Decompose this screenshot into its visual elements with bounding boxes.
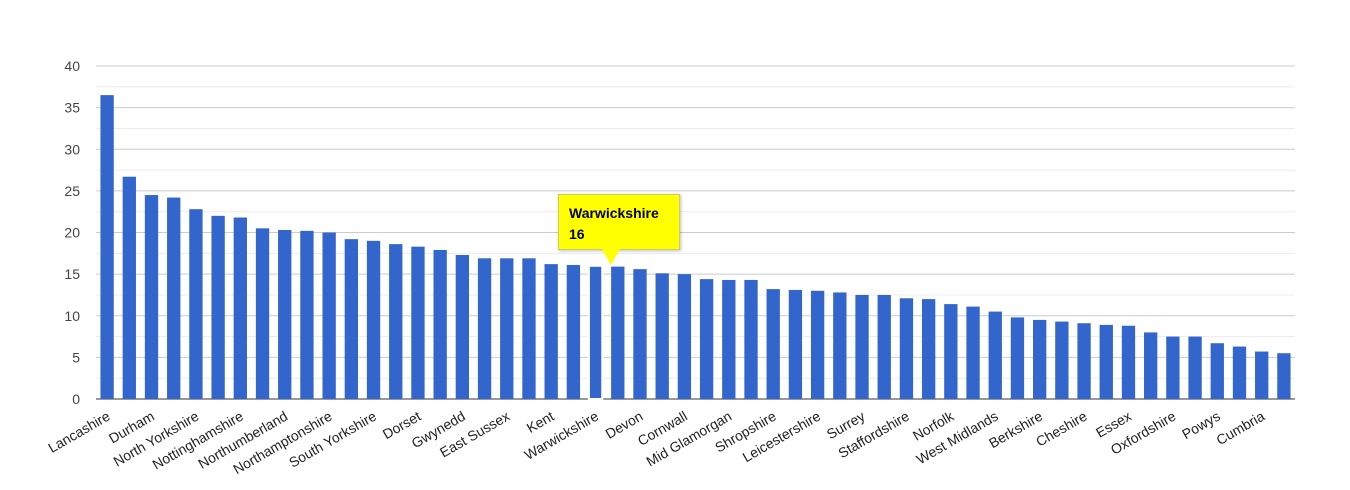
- y-axis-ticks: 0 5 10 15 20 25 30 35 40: [64, 58, 80, 407]
- y-tick-label: 35: [64, 100, 80, 116]
- bar[interactable]: [1232, 346, 1247, 399]
- bar[interactable]: [788, 289, 803, 399]
- bar[interactable]: [1188, 336, 1202, 399]
- bar[interactable]: [766, 289, 780, 399]
- bar[interactable]: [1032, 319, 1047, 399]
- y-tick-label: 20: [64, 225, 80, 241]
- x-category-label: Cumbria: [1213, 408, 1267, 448]
- y-tick-label: 0: [72, 391, 80, 407]
- bar[interactable]: [211, 215, 225, 399]
- bar[interactable]: [300, 230, 314, 399]
- bar[interactable]: [988, 311, 1002, 399]
- bar[interactable]: [833, 292, 847, 399]
- bar[interactable]: [1099, 324, 1113, 399]
- bar[interactable]: [1077, 323, 1091, 399]
- y-tick-label: 5: [72, 349, 80, 365]
- bar-highlighted[interactable]: [587, 264, 604, 400]
- bar[interactable]: [855, 294, 869, 399]
- bar[interactable]: [411, 246, 425, 399]
- bar[interactable]: [233, 217, 247, 399]
- bar[interactable]: [1010, 317, 1025, 399]
- bar[interactable]: [1210, 343, 1224, 399]
- bar[interactable]: [1277, 353, 1291, 399]
- y-tick-label: 15: [64, 266, 80, 282]
- bar[interactable]: [522, 258, 536, 399]
- bar[interactable]: [344, 239, 359, 399]
- tooltip-value: 16: [569, 226, 585, 242]
- bar[interactable]: [122, 176, 136, 399]
- bar[interactable]: [255, 228, 270, 399]
- bar[interactable]: [389, 244, 403, 399]
- x-category-label: Cheshire: [1033, 408, 1090, 450]
- bar[interactable]: [655, 273, 669, 399]
- tooltip-pointer: [602, 249, 620, 265]
- bar[interactable]: [944, 304, 958, 399]
- bar[interactable]: [477, 258, 492, 399]
- y-tick-label: 30: [64, 141, 80, 157]
- bar[interactable]: [1144, 332, 1158, 399]
- bar[interactable]: [322, 232, 336, 400]
- bar[interactable]: [921, 299, 936, 399]
- bars: [100, 95, 1291, 400]
- bar[interactable]: [1055, 321, 1069, 399]
- bar[interactable]: [810, 290, 825, 399]
- bar[interactable]: [189, 209, 203, 399]
- bar[interactable]: [100, 95, 114, 399]
- bar[interactable]: [544, 264, 558, 399]
- bar[interactable]: [1255, 351, 1269, 399]
- y-tick-label: 10: [64, 308, 80, 324]
- bar[interactable]: [167, 197, 181, 399]
- bar[interactable]: [899, 298, 914, 399]
- bar[interactable]: [677, 274, 692, 399]
- bar[interactable]: [744, 279, 758, 399]
- bar[interactable]: [433, 249, 447, 399]
- bar-highlight-outline: [590, 267, 601, 398]
- bar[interactable]: [699, 279, 714, 399]
- y-tick-label: 25: [64, 183, 80, 199]
- bar[interactable]: [278, 230, 292, 399]
- bar[interactable]: [500, 258, 514, 399]
- tooltip-name: Warwickshire: [569, 205, 659, 221]
- tooltip: Warwickshire 16: [558, 194, 680, 250]
- bar[interactable]: [722, 279, 736, 399]
- bar[interactable]: [611, 266, 625, 399]
- x-category-label: Lancashire: [45, 408, 112, 456]
- bar[interactable]: [1121, 325, 1136, 399]
- bar[interactable]: [633, 269, 647, 399]
- bar[interactable]: [144, 195, 159, 399]
- bar[interactable]: [966, 306, 980, 399]
- bar[interactable]: [1166, 336, 1180, 399]
- bar[interactable]: [877, 294, 891, 399]
- gridlines: [96, 65, 1295, 400]
- bar[interactable]: [366, 240, 381, 399]
- bar[interactable]: [566, 264, 581, 399]
- y-tick-label: 40: [64, 58, 80, 74]
- bar[interactable]: [455, 254, 470, 399]
